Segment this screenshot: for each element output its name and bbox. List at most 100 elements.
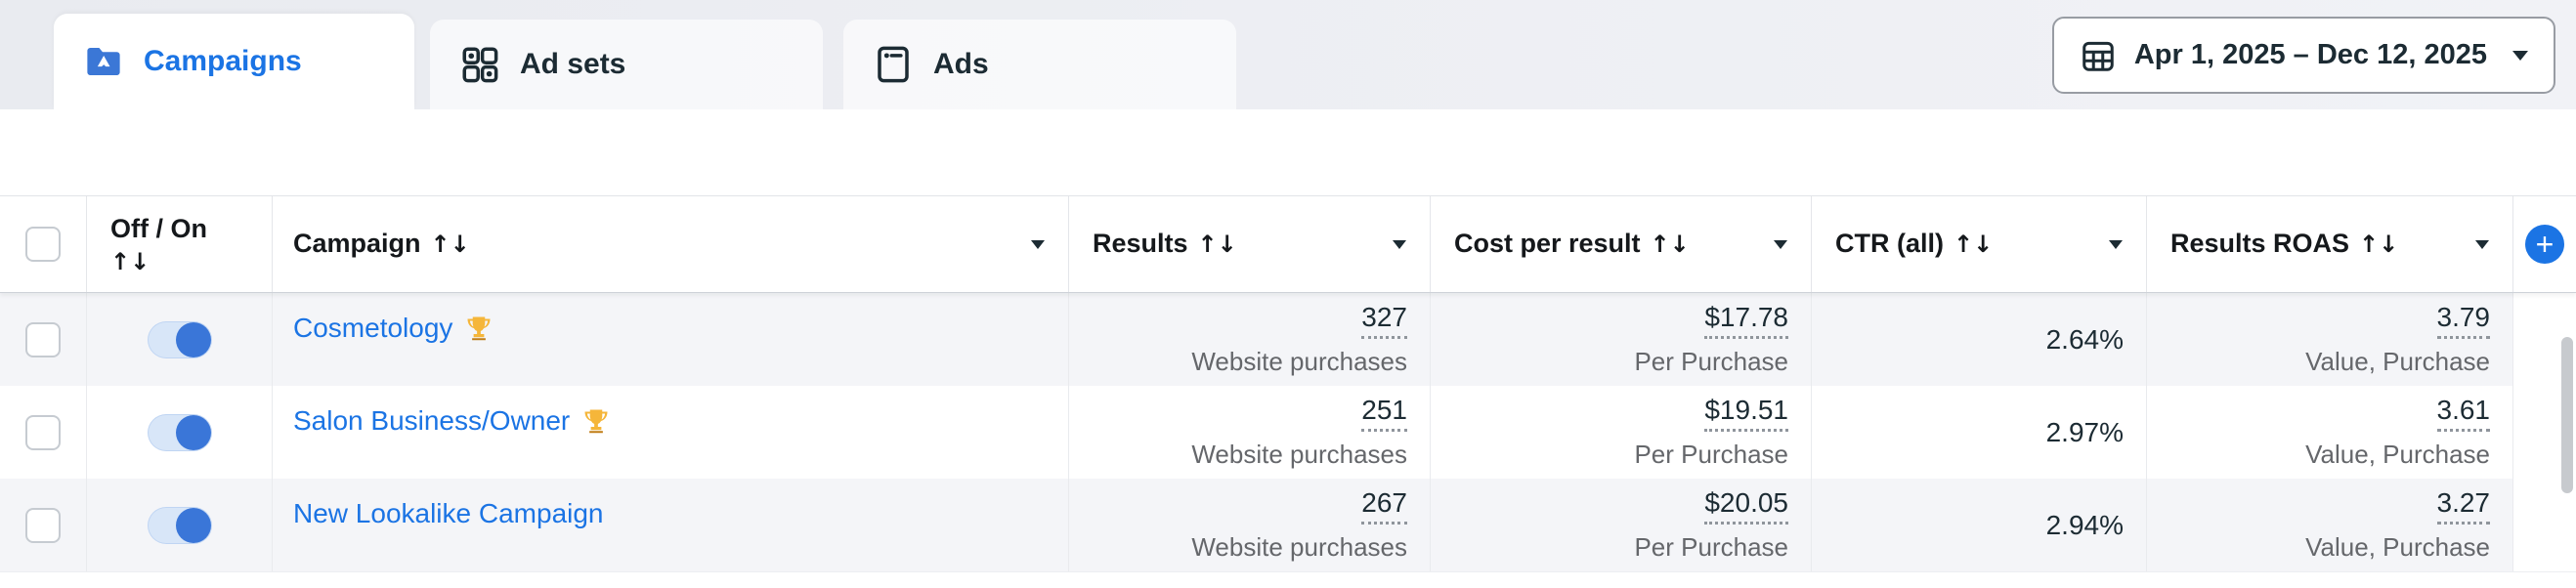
tab-campaigns[interactable]: Campaigns [54, 14, 414, 109]
header-select-all-cell [0, 196, 87, 292]
select-all-checkbox[interactable] [25, 227, 61, 262]
sort-icon: ↑↓ [430, 231, 470, 258]
cost-sub-label: Per Purchase [1634, 532, 1788, 562]
row-campaign-cell: Salon Business/Owner [273, 386, 1069, 479]
row-select-cell [0, 479, 87, 571]
roas-sub-label: Value, Purchase [2305, 440, 2490, 469]
table-row: Cosmetology 327 Website purchases $17.78… [0, 293, 2576, 386]
cost-per-result-value[interactable]: $20.05 [1704, 487, 1788, 525]
campaigns-table: Off / On ↑↓ Campaign ↑↓ Results ↑↓ Cost … [0, 196, 2576, 588]
results-value[interactable]: 267 [1361, 487, 1407, 525]
row-roas-cell: 3.27 Value, Purchase [2147, 479, 2513, 571]
row-ctr-cell: 2.94% [1812, 479, 2147, 571]
results-value[interactable]: 251 [1361, 395, 1407, 432]
roas-value[interactable]: 3.61 [2436, 395, 2490, 432]
column-menu-icon[interactable] [1393, 239, 1406, 249]
campaign-on-off-toggle[interactable] [147, 506, 212, 544]
off-on-header-label: Off / On [110, 214, 207, 244]
roas-value[interactable]: 3.27 [2436, 487, 2490, 525]
tab-ad-sets[interactable]: Ad sets [430, 20, 823, 109]
header-off-on[interactable]: Off / On ↑↓ [87, 196, 273, 292]
row-toggle-cell [87, 479, 273, 571]
header-results[interactable]: Results ↑↓ [1069, 196, 1431, 292]
cost-sub-label: Per Purchase [1634, 347, 1788, 376]
table-row: Salon Business/Owner 251 Website purchas… [0, 386, 2576, 479]
tab-campaigns-label: Campaigns [144, 45, 302, 77]
ads-card-icon [873, 44, 914, 85]
campaign-name-link[interactable]: Salon Business/Owner [293, 405, 571, 436]
add-column-button[interactable]: + [2525, 225, 2564, 264]
ctr-header-label: CTR (all) [1835, 229, 1944, 259]
row-toggle-cell [87, 293, 273, 386]
roas-sub-label: Value, Purchase [2305, 532, 2490, 562]
header-campaign[interactable]: Campaign ↑↓ [273, 196, 1069, 292]
next-row-edge [0, 571, 2576, 588]
toggle-knob [175, 321, 211, 357]
column-menu-icon[interactable] [1774, 239, 1787, 249]
row-select-cell [0, 293, 87, 386]
row-results-cell: 327 Website purchases [1069, 293, 1431, 386]
cost-header-label: Cost per result [1454, 229, 1641, 259]
row-cost-cell: $20.05 Per Purchase [1431, 479, 1812, 571]
toggle-knob [175, 414, 211, 450]
ad-sets-grid-icon [459, 44, 500, 85]
table-header-row: Off / On ↑↓ Campaign ↑↓ Results ↑↓ Cost … [0, 196, 2576, 293]
chevron-down-icon [2512, 50, 2528, 61]
sort-icon: ↑↓ [110, 247, 150, 275]
table-body: Cosmetology 327 Website purchases $17.78… [0, 293, 2576, 571]
sort-icon: ↑↓ [1197, 231, 1237, 258]
header-ctr[interactable]: CTR (all) ↑↓ [1812, 196, 2147, 292]
trophy-icon [581, 407, 611, 437]
cost-per-result-value[interactable]: $17.78 [1704, 302, 1788, 339]
row-campaign-cell: Cosmetology [273, 293, 1069, 386]
sort-icon: ↑↓ [1953, 231, 1994, 258]
row-roas-cell: 3.61 Value, Purchase [2147, 386, 2513, 479]
tab-ads[interactable]: Ads [843, 20, 1236, 109]
row-cost-cell: $19.51 Per Purchase [1431, 386, 1812, 479]
campaign-header-label: Campaign [293, 229, 421, 259]
row-cost-cell: $17.78 Per Purchase [1431, 293, 1812, 386]
cost-sub-label: Per Purchase [1634, 440, 1788, 469]
add-column-icon: + [2535, 227, 2555, 262]
row-toggle-cell [87, 386, 273, 479]
vertical-scrollbar-thumb[interactable] [2561, 337, 2573, 493]
campaign-name-link[interactable]: New Lookalike Campaign [293, 498, 604, 528]
campaign-name-link[interactable]: Cosmetology [293, 313, 453, 343]
row-ctr-cell: 2.64% [1812, 293, 2147, 386]
row-select-cell [0, 386, 87, 479]
tab-ads-label: Ads [933, 48, 989, 80]
row-results-cell: 251 Website purchases [1069, 386, 1431, 479]
row-checkbox[interactable] [25, 414, 61, 450]
header-cost-per-result[interactable]: Cost per result ↑↓ [1431, 196, 1812, 292]
cost-per-result-value[interactable]: $19.51 [1704, 395, 1788, 432]
row-checkbox[interactable] [25, 321, 61, 357]
column-menu-icon[interactable] [2109, 239, 2123, 249]
column-menu-icon[interactable] [2475, 239, 2489, 249]
ctr-value: 2.97% [2045, 416, 2124, 447]
header-results-roas[interactable]: Results ROAS ↑↓ [2147, 196, 2513, 292]
top-tab-bar: Campaigns Ad sets Ads Apr 1, 2025 – Dec … [0, 0, 2576, 109]
results-value[interactable]: 327 [1361, 302, 1407, 339]
row-roas-cell: 3.79 Value, Purchase [2147, 293, 2513, 386]
row-ctr-cell: 2.97% [1812, 386, 2147, 479]
roas-sub-label: Value, Purchase [2305, 347, 2490, 376]
date-range-picker[interactable]: Apr 1, 2025 – Dec 12, 2025 [2051, 17, 2555, 94]
results-sub-label: Website purchases [1191, 347, 1407, 376]
row-add-column-cell [2513, 479, 2576, 571]
calendar-icon [2080, 37, 2117, 74]
tab-ad-sets-label: Ad sets [520, 48, 626, 80]
toggle-knob [175, 507, 211, 543]
sort-icon: ↑↓ [1650, 231, 1690, 258]
trophy-icon [464, 315, 494, 344]
row-checkbox[interactable] [25, 507, 61, 543]
roas-value[interactable]: 3.79 [2436, 302, 2490, 339]
column-menu-icon[interactable] [1031, 239, 1045, 249]
row-results-cell: 267 Website purchases [1069, 479, 1431, 571]
results-sub-label: Website purchases [1191, 532, 1407, 562]
campaign-on-off-toggle[interactable] [147, 320, 212, 358]
campaign-on-off-toggle[interactable] [147, 413, 212, 451]
sort-icon: ↑↓ [2359, 231, 2399, 258]
ctr-value: 2.94% [2045, 509, 2124, 540]
header-add-column-cell: + [2513, 196, 2576, 292]
